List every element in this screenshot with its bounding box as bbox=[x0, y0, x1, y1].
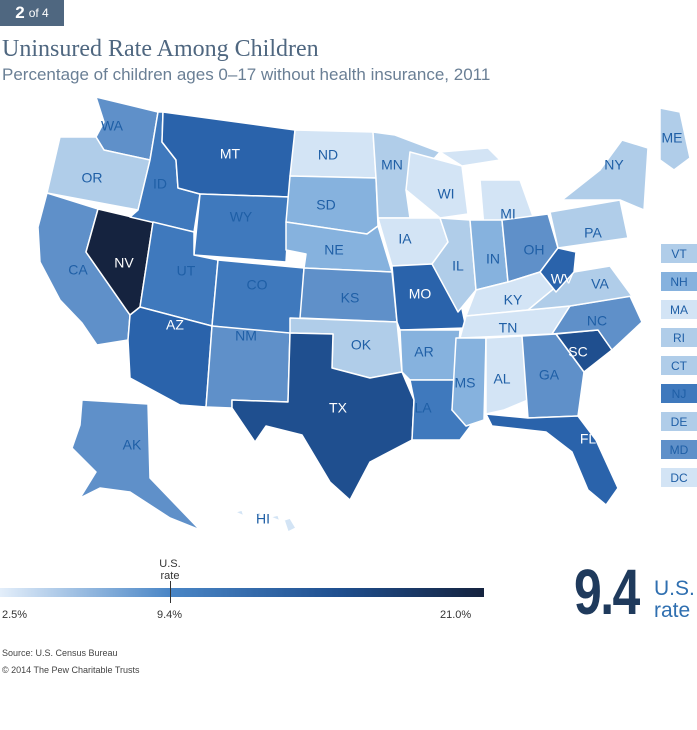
state-label-al: AL bbox=[493, 371, 510, 387]
state-label-wy: WY bbox=[230, 209, 253, 225]
us-rate-caption-line2: rate bbox=[654, 599, 691, 622]
state-label-mt: MT bbox=[220, 146, 241, 162]
state-label-il: IL bbox=[452, 258, 464, 274]
state-label-va: VA bbox=[591, 276, 609, 292]
state-label-ia: IA bbox=[398, 231, 412, 247]
state-labels-layer: WA OR CA NV ID MT WY UT AZ CO NM ND SD NE KS OK TX MN IA MO… bbox=[68, 118, 682, 527]
small-state-ct: CT bbox=[661, 356, 697, 375]
state-ms bbox=[451, 337, 487, 427]
scale-max-label: 21.0% bbox=[440, 609, 472, 621]
state-label-hi: HI bbox=[256, 511, 270, 527]
small-state-nh: NH bbox=[661, 272, 697, 291]
state-label-mn: MN bbox=[381, 157, 403, 173]
state-pa bbox=[549, 199, 629, 249]
state-label-ny: NY bbox=[604, 157, 624, 173]
small-state-vt: VT bbox=[661, 244, 697, 263]
state-label-ar: AR bbox=[414, 344, 433, 360]
state-label-sc: SC bbox=[568, 344, 587, 360]
state-label-id: ID bbox=[153, 176, 167, 192]
state-mn bbox=[372, 131, 441, 219]
state-label-ne: NE bbox=[324, 242, 343, 258]
state-label-ca: CA bbox=[68, 262, 88, 278]
slide-number: 2 bbox=[15, 3, 25, 22]
state-label-nd: ND bbox=[318, 147, 338, 163]
state-label-nv: NV bbox=[114, 255, 134, 271]
state-label-az: AZ bbox=[166, 317, 184, 333]
scale-min-label: 2.5% bbox=[2, 609, 28, 621]
us-rate-caption: U.S. rate bbox=[654, 578, 695, 622]
state-hi bbox=[234, 509, 297, 533]
small-state-nj: NJ bbox=[661, 384, 697, 403]
state-label-mi: MI bbox=[500, 206, 516, 222]
state-label-ks: KS bbox=[341, 290, 360, 306]
state-label-wa: WA bbox=[101, 118, 124, 134]
state-label-wv: WV bbox=[551, 271, 574, 287]
state-ny bbox=[561, 139, 649, 211]
state-label-sd: SD bbox=[316, 197, 335, 213]
scale-mid-label: 9.4% bbox=[157, 609, 183, 621]
state-label-or: OR bbox=[82, 170, 103, 186]
small-state-md: MD bbox=[661, 440, 697, 459]
slide-total: of 4 bbox=[28, 6, 49, 20]
state-label-ky: KY bbox=[504, 292, 523, 308]
state-wi bbox=[405, 151, 469, 219]
state-label-pa: PA bbox=[584, 225, 602, 241]
state-wv bbox=[539, 247, 577, 293]
chart-subtitle: Percentage of children ages 0–17 without… bbox=[2, 65, 491, 84]
state-label-ak: AK bbox=[123, 437, 142, 453]
state-label-ut: UT bbox=[177, 263, 196, 279]
state-label-nm: NM bbox=[235, 328, 257, 344]
state-ga bbox=[521, 333, 585, 419]
state-label-ok: OK bbox=[351, 337, 372, 353]
color-scale-bar bbox=[0, 588, 484, 597]
state-label-co: CO bbox=[247, 277, 268, 293]
scale-us-rate-label: U.S. rate bbox=[150, 558, 190, 582]
state-label-nc: NC bbox=[587, 313, 607, 329]
us-rate-value: 9.4 bbox=[574, 556, 640, 628]
us-choropleth-map: WA OR CA NV ID MT WY UT AZ CO NM ND SD NE KS OK TX MN IA MO… bbox=[37, 96, 691, 533]
source-note: Source: U.S. Census Bureau bbox=[2, 648, 118, 658]
state-label-wi: WI bbox=[437, 186, 454, 202]
scale-rate-label: rate bbox=[160, 570, 180, 582]
state-label-me: ME bbox=[662, 130, 683, 146]
chart-title: Uninsured Rate Among Children bbox=[2, 36, 319, 62]
states-layer bbox=[37, 96, 691, 533]
scale-us-marker bbox=[170, 581, 171, 603]
state-tx bbox=[231, 332, 415, 501]
state-me bbox=[659, 107, 691, 171]
us-rate-caption-line1: U.S. bbox=[654, 577, 695, 600]
slide-counter-badge: 2 of 4 bbox=[0, 0, 64, 26]
state-fl bbox=[485, 413, 619, 506]
state-label-ms: MS bbox=[455, 375, 476, 391]
small-state-ma: MA bbox=[661, 300, 697, 319]
state-label-tn: TN bbox=[499, 320, 518, 336]
state-label-fl: FL bbox=[580, 431, 597, 447]
state-label-la: LA bbox=[414, 400, 432, 416]
small-state-dc: DC bbox=[661, 468, 697, 487]
state-label-ga: GA bbox=[539, 367, 560, 383]
state-ak bbox=[71, 399, 201, 531]
small-state-ri: RI bbox=[661, 328, 697, 347]
state-label-mo: MO bbox=[409, 286, 432, 302]
small-state-de: DE bbox=[661, 412, 697, 431]
state-label-in: IN bbox=[486, 251, 500, 267]
state-al bbox=[485, 335, 529, 415]
scale-us-label: U.S. bbox=[159, 558, 181, 570]
copyright-note: © 2014 The Pew Charitable Trusts bbox=[2, 665, 140, 675]
state-label-tx: TX bbox=[329, 400, 348, 416]
state-label-oh: OH bbox=[524, 242, 545, 258]
state-wy bbox=[193, 193, 291, 263]
